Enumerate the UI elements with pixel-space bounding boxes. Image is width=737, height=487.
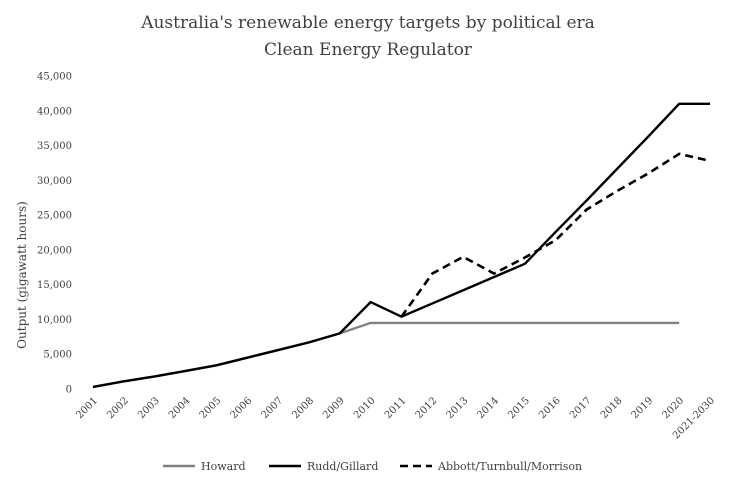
legend-label-howard: Howard xyxy=(201,460,246,473)
y-tick-label: 20,000 xyxy=(37,245,72,256)
x-tick-label: 2009 xyxy=(321,395,347,421)
x-tick-label: 2018 xyxy=(599,395,625,421)
y-tick-label: 10,000 xyxy=(37,315,72,326)
y-axis-title: Output (gigawatt hours) xyxy=(15,201,29,349)
x-tick-label: 2004 xyxy=(167,395,193,421)
series-line-howard xyxy=(92,321,680,389)
x-tick-label: 2020 xyxy=(660,395,686,421)
y-tick-label: 25,000 xyxy=(37,211,72,222)
plot-area xyxy=(92,102,711,389)
chart-subtitle: Clean Energy Regulator xyxy=(264,40,473,60)
x-tick-label: 2010 xyxy=(352,395,378,421)
x-tick-label: 2001 xyxy=(74,395,100,421)
series-line-rudd-gillard xyxy=(92,102,710,389)
y-tick-label: 0 xyxy=(66,385,72,396)
legend: Howard Rudd/Gillard Abbott/Turnbull/Morris… xyxy=(163,460,582,473)
x-tick-label: 2017 xyxy=(568,395,594,421)
y-axis: 0 5,000 10,000 15,000 20,000 25,000 30,000 35,0… xyxy=(37,72,72,396)
legend-label-rudd-gillard: Rudd/Gillard xyxy=(307,460,378,473)
legend-label-abbott-turnbull-morrison: Abbott/Turnbull/Morrison xyxy=(437,460,582,473)
y-tick-label: 45,000 xyxy=(37,72,72,83)
x-tick-label: 2003 xyxy=(136,395,162,421)
x-tick-label: 2013 xyxy=(445,395,471,421)
y-tick-label: 15,000 xyxy=(37,280,72,291)
x-tick-label: 2012 xyxy=(414,395,440,421)
chart-title: Australia's renewable energy targets by … xyxy=(140,13,595,33)
x-tick-label: 2008 xyxy=(290,395,316,421)
x-axis: 2001 2002 2003 2004 2005 2006 2007 2008 2009 2010… xyxy=(74,395,717,441)
x-tick-label: 2002 xyxy=(105,395,131,421)
x-tick-label: 2015 xyxy=(506,395,532,421)
y-tick-label: 5,000 xyxy=(43,350,72,361)
series-line-abbott-turnbull-morrison xyxy=(400,152,711,318)
y-tick-label: 35,000 xyxy=(37,141,72,152)
x-tick-label: 2005 xyxy=(198,395,224,421)
x-tick-label: 2007 xyxy=(259,395,285,421)
x-tick-label: 2019 xyxy=(630,395,656,421)
x-tick-label: 2006 xyxy=(229,395,255,421)
x-tick-label: 2011 xyxy=(383,395,409,421)
y-tick-label: 30,000 xyxy=(37,176,72,187)
y-tick-label: 40,000 xyxy=(37,106,72,117)
x-tick-label: 2014 xyxy=(475,395,501,421)
x-tick-label: 2016 xyxy=(537,395,563,421)
